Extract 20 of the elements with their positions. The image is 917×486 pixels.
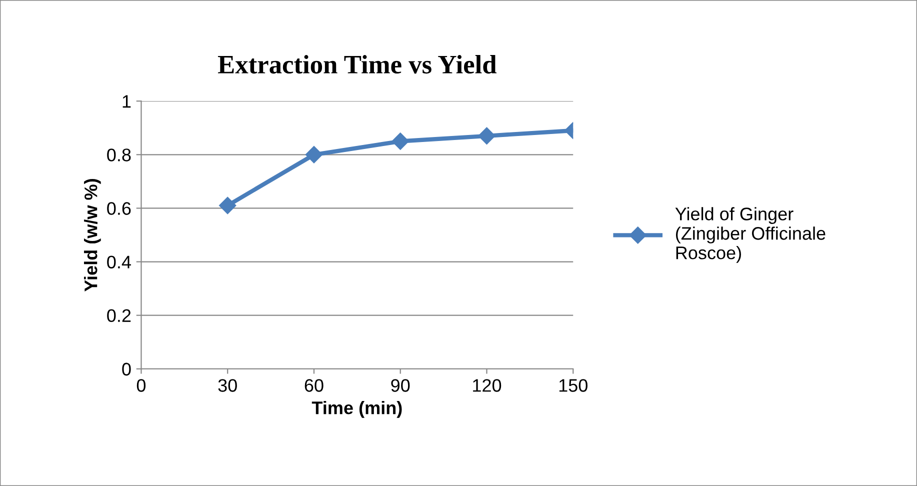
y-tick-label: 0.6 bbox=[107, 202, 131, 215]
x-tick-label: 90 bbox=[391, 379, 410, 392]
y-tick-label: 0.8 bbox=[107, 148, 131, 162]
y-tick-label: 0.4 bbox=[107, 256, 131, 268]
point bbox=[392, 132, 409, 150]
y-axis-title: Yield (w/w %) bbox=[84, 179, 101, 292]
y-tick-label: 1 bbox=[122, 95, 131, 108]
point bbox=[478, 127, 496, 144]
chart-title: Extraction Time vs Yield bbox=[218, 55, 497, 74]
point bbox=[219, 196, 236, 214]
point bbox=[305, 146, 323, 164]
x-tick-label: 0 bbox=[136, 379, 146, 392]
y-tick-label: 0 bbox=[122, 362, 131, 376]
x-tick-label: 120 bbox=[473, 379, 502, 392]
y-tick-label: 0.2 bbox=[107, 309, 131, 322]
x-axis-title: Time (min) bbox=[312, 400, 402, 418]
x-tick-label: 60 bbox=[304, 379, 324, 392]
x-tick-label: 30 bbox=[218, 379, 237, 392]
legend-label: Yield of Ginger (Zingiber Officinale Roscoe) bbox=[675, 207, 826, 263]
x-tick-label: 150 bbox=[559, 379, 588, 392]
